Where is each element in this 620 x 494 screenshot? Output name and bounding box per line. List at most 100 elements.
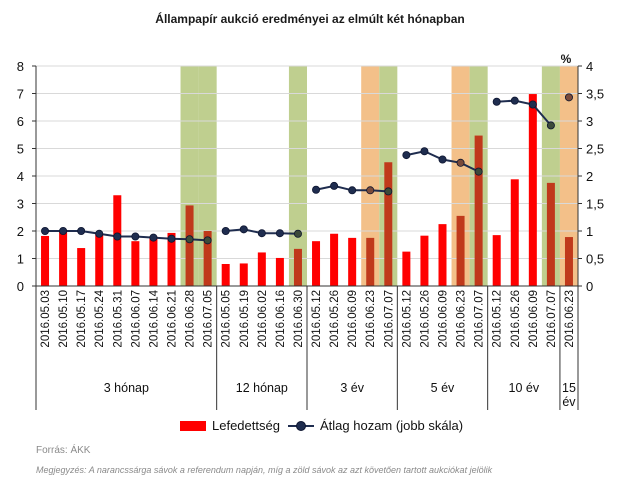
right-tick-label-2: 1 <box>586 224 593 239</box>
yield-point-2-3 <box>366 186 375 195</box>
yield-point-0-1 <box>59 226 68 235</box>
right-tick-label-5: 2,5 <box>586 142 604 157</box>
x-tick-label-0-6: 2016.06.14 <box>148 289 160 347</box>
yield-point-0-5 <box>131 232 140 241</box>
bar-1-1 <box>239 263 248 286</box>
left-tick-label-3: 3 <box>17 197 24 212</box>
x-tick-labels: 2016.05.03 2016.05.10 2016.05.17 2016.05.24… <box>40 289 576 409</box>
left-tick-label-7: 7 <box>17 87 24 102</box>
x-tick-label-0-2: 2016.05.17 <box>76 290 88 348</box>
x-tick-label-1-1: 2016.05.19 <box>239 290 251 348</box>
yield-point-0-4 <box>113 232 122 241</box>
bar-0-4 <box>113 195 122 286</box>
bar-1-0 <box>221 264 230 286</box>
yield-point-1-1 <box>239 225 248 234</box>
yield-point-0-9 <box>203 236 212 245</box>
yield-point-2-2 <box>348 186 357 195</box>
axes: 0 1 2 3 4 5 6 7 8 0 0,5 1 1,5 2 2,5 3 3,5 4 <box>17 59 604 410</box>
right-tick-label-6: 3 <box>586 114 593 129</box>
yield-point-0-6 <box>149 233 158 242</box>
bar-3-2 <box>438 224 447 286</box>
legend-item-coverage: Lefedettség <box>180 418 280 433</box>
yield-point-2-4 <box>384 187 393 196</box>
bar-4-2 <box>528 94 537 286</box>
yield-point-2-0 <box>312 185 321 194</box>
left-tick-label-6: 6 <box>17 114 24 129</box>
bar-1-2 <box>257 252 266 286</box>
legend-line-swatch <box>288 420 314 431</box>
source-note: Forrás: ÁKK <box>36 445 91 456</box>
bar-0-5 <box>131 241 140 286</box>
left-tick-label-0: 0 <box>17 279 24 294</box>
left-tick-label-5: 5 <box>17 142 24 157</box>
yield-point-3-4 <box>474 167 483 176</box>
yield-point-1-4 <box>293 229 302 238</box>
bar-3-4 <box>474 135 483 286</box>
left-tick-label-2: 2 <box>17 224 24 239</box>
bar-4-3 <box>546 182 555 286</box>
group-label-1: 12 hónap <box>236 381 288 395</box>
x-tick-label-4-1: 2016.05.26 <box>510 290 522 348</box>
bar-1-3 <box>275 257 284 286</box>
yield-point-0-0 <box>41 226 50 235</box>
right-tick-label-0: 0 <box>586 279 593 294</box>
bar-2-2 <box>348 237 357 286</box>
x-tick-label-4-0: 2016.05.12 <box>492 290 504 348</box>
legend: Lefedettség Átlag hozam (jobb skála) <box>0 418 620 438</box>
group-label-5: 15 év <box>562 381 576 409</box>
group-label-4: 10 év <box>509 381 540 395</box>
x-tick-label-1-3: 2016.06.16 <box>275 290 287 348</box>
bar-2-4 <box>384 162 393 286</box>
yield-line-0 <box>45 230 208 242</box>
x-tick-label-0-9: 2016.07.05 <box>203 290 215 348</box>
x-tick-label-1-4: 2016.06.30 <box>293 290 305 348</box>
bar-5-0 <box>564 237 573 286</box>
yield-point-0-3 <box>95 229 104 238</box>
right-axis-unit: % <box>561 52 572 66</box>
yield-point-1-2 <box>257 229 266 238</box>
yield-point-1-0 <box>221 226 230 235</box>
left-tick-label-4: 4 <box>17 169 24 184</box>
yield-point-2-1 <box>330 181 339 190</box>
x-tick-label-4-3: 2016.07.07 <box>546 290 558 348</box>
yield-point-4-3 <box>546 121 555 130</box>
bar-4-1 <box>510 179 519 286</box>
yield-point-4-0 <box>492 97 501 106</box>
x-tick-label-3-3: 2016.06.23 <box>456 290 468 348</box>
right-tick-label-4: 2 <box>586 169 593 184</box>
yield-point-3-0 <box>402 151 411 160</box>
footnote: Megjegyzés: A narancssárga sávok a refer… <box>36 465 493 475</box>
x-tick-label-1-0: 2016.05.05 <box>221 290 233 348</box>
right-tick-label-3: 1,5 <box>586 197 604 212</box>
yield-point-5-0 <box>564 93 573 102</box>
x-tick-label-0-3: 2016.05.24 <box>94 289 106 347</box>
yield-point-3-3 <box>456 158 465 167</box>
right-tick-label-1: 0,5 <box>586 252 604 267</box>
legend-bar-label: Lefedettség <box>212 418 280 433</box>
bar-3-1 <box>420 235 429 286</box>
group-label-0: 3 hónap <box>104 381 149 395</box>
bar-0-9 <box>203 231 212 286</box>
x-tick-label-3-0: 2016.05.12 <box>401 290 413 348</box>
bar-3-0 <box>402 251 411 286</box>
x-tick-label-3-1: 2016.05.26 <box>419 290 431 348</box>
bar-1-4 <box>293 248 302 286</box>
x-tick-label-3-4: 2016.07.07 <box>474 290 486 348</box>
bar-2-1 <box>330 233 339 286</box>
x-tick-label-0-7: 2016.06.21 <box>167 290 179 348</box>
x-tick-label-1-2: 2016.06.02 <box>257 290 269 348</box>
left-tick-label-1: 1 <box>17 252 24 267</box>
x-tick-label-4-2: 2016.06.09 <box>528 290 540 348</box>
coverage-bars <box>41 94 573 286</box>
x-tick-label-2-4: 2016.07.07 <box>383 290 395 348</box>
x-tick-label-0-8: 2016.06.28 <box>185 290 197 348</box>
yield-point-3-2 <box>438 155 447 164</box>
bar-0-6 <box>149 236 158 286</box>
x-tick-label-2-1: 2016.05.26 <box>329 290 341 348</box>
legend-item-yield: Átlag hozam (jobb skála) <box>288 418 463 433</box>
bar-0-7 <box>167 232 176 286</box>
bar-0-2 <box>77 248 86 286</box>
x-tick-label-2-3: 2016.06.23 <box>365 290 377 348</box>
yield-point-0-8 <box>185 235 194 244</box>
